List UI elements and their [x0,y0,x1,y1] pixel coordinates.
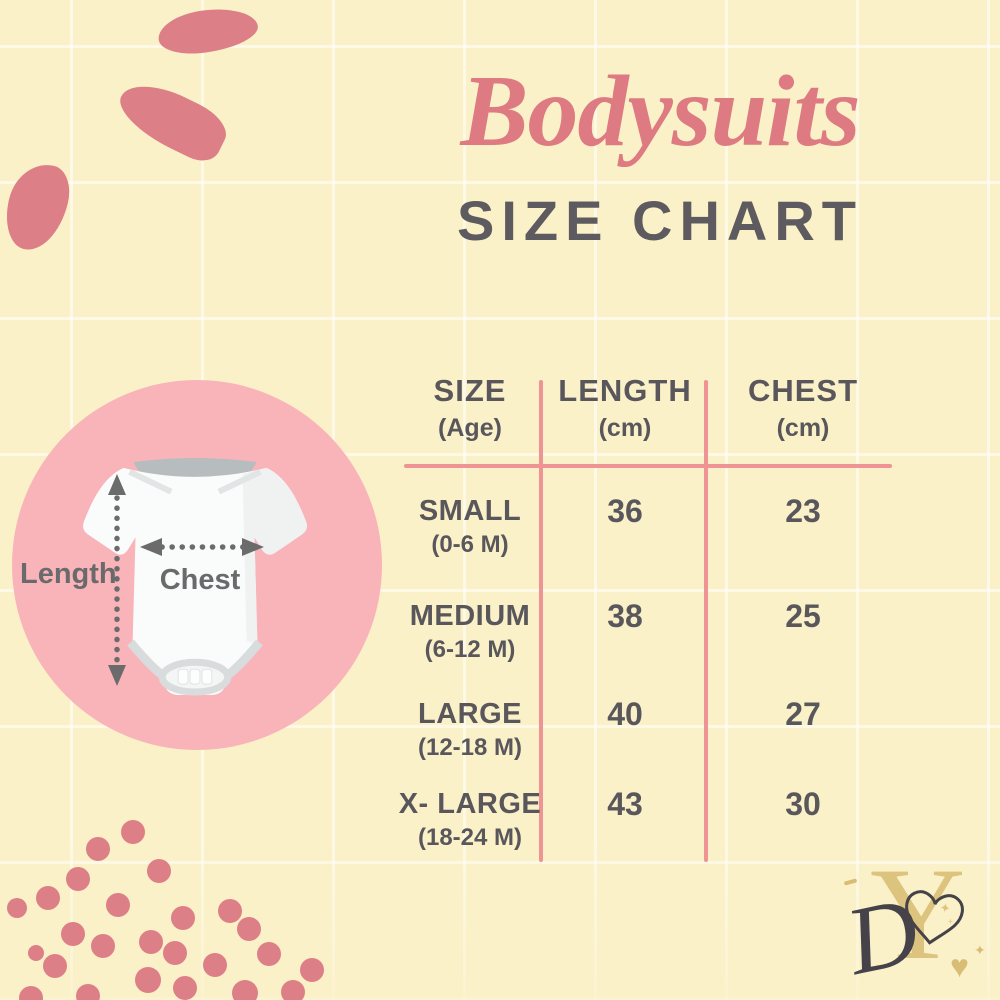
table-row: MEDIUM (6-12 M) 38 25 [398,599,898,665]
bodysuit-illustration [83,457,307,696]
poster-title: Bodysuits [460,55,860,168]
table-row: X- LARGE (18-24 M) 43 30 [398,787,898,853]
length-value: 38 [607,598,643,634]
table-header: SIZE (Age) LENGTH (cm) CHEST (cm) [398,372,898,443]
svg-text:✦: ✦ [939,900,952,916]
column-divider [539,380,543,862]
column-header-length: LENGTH (cm) [558,373,692,442]
brand-logo: Y D ✦ + ♥ ✦ [838,848,1000,1000]
column-header-chest: CHEST (cm) [747,373,859,442]
size-name: X- LARGE [398,788,542,820]
size-age: (12-18 M) [417,734,523,761]
size-name: SMALL [418,495,522,527]
measurement-arrows [108,474,264,686]
chest-label: Chest [159,564,241,596]
length-value: 36 [607,493,643,529]
size-name: MEDIUM [409,600,531,632]
svg-text:+: + [947,916,954,927]
sparkle-icon: ✦ [974,942,986,958]
size-age: (6-12 M) [424,636,516,663]
header-underline [404,464,892,468]
table-row: LARGE (12-18 M) 40 27 [398,697,898,763]
length-value: 43 [607,786,643,822]
size-name: LARGE [418,698,522,730]
column-header-size: SIZE (Age) [433,373,507,442]
measurement-diagram: Length Chest [12,380,382,750]
poster-subtitle: SIZE CHART [457,188,863,252]
chest-value: 25 [785,598,821,634]
chest-value: 27 [785,696,821,732]
chest-value: 23 [785,493,821,529]
length-value: 40 [607,696,643,732]
heart-icon: ♥ [950,948,969,984]
size-age: (18-24 M) [417,824,523,851]
length-label: Length [20,558,117,590]
size-age: (0-6 M) [431,531,509,558]
logo-letter-y: Y [870,840,966,987]
table-row: SMALL (0-6 M) 36 23 [398,494,898,560]
chest-value: 30 [785,786,821,822]
heart-outline-icon: ✦ + [905,890,964,945]
column-divider [704,380,708,862]
size-table: SIZE (Age) LENGTH (cm) CHEST (cm) SMALL … [398,372,898,872]
decorative-dots [7,820,324,1000]
